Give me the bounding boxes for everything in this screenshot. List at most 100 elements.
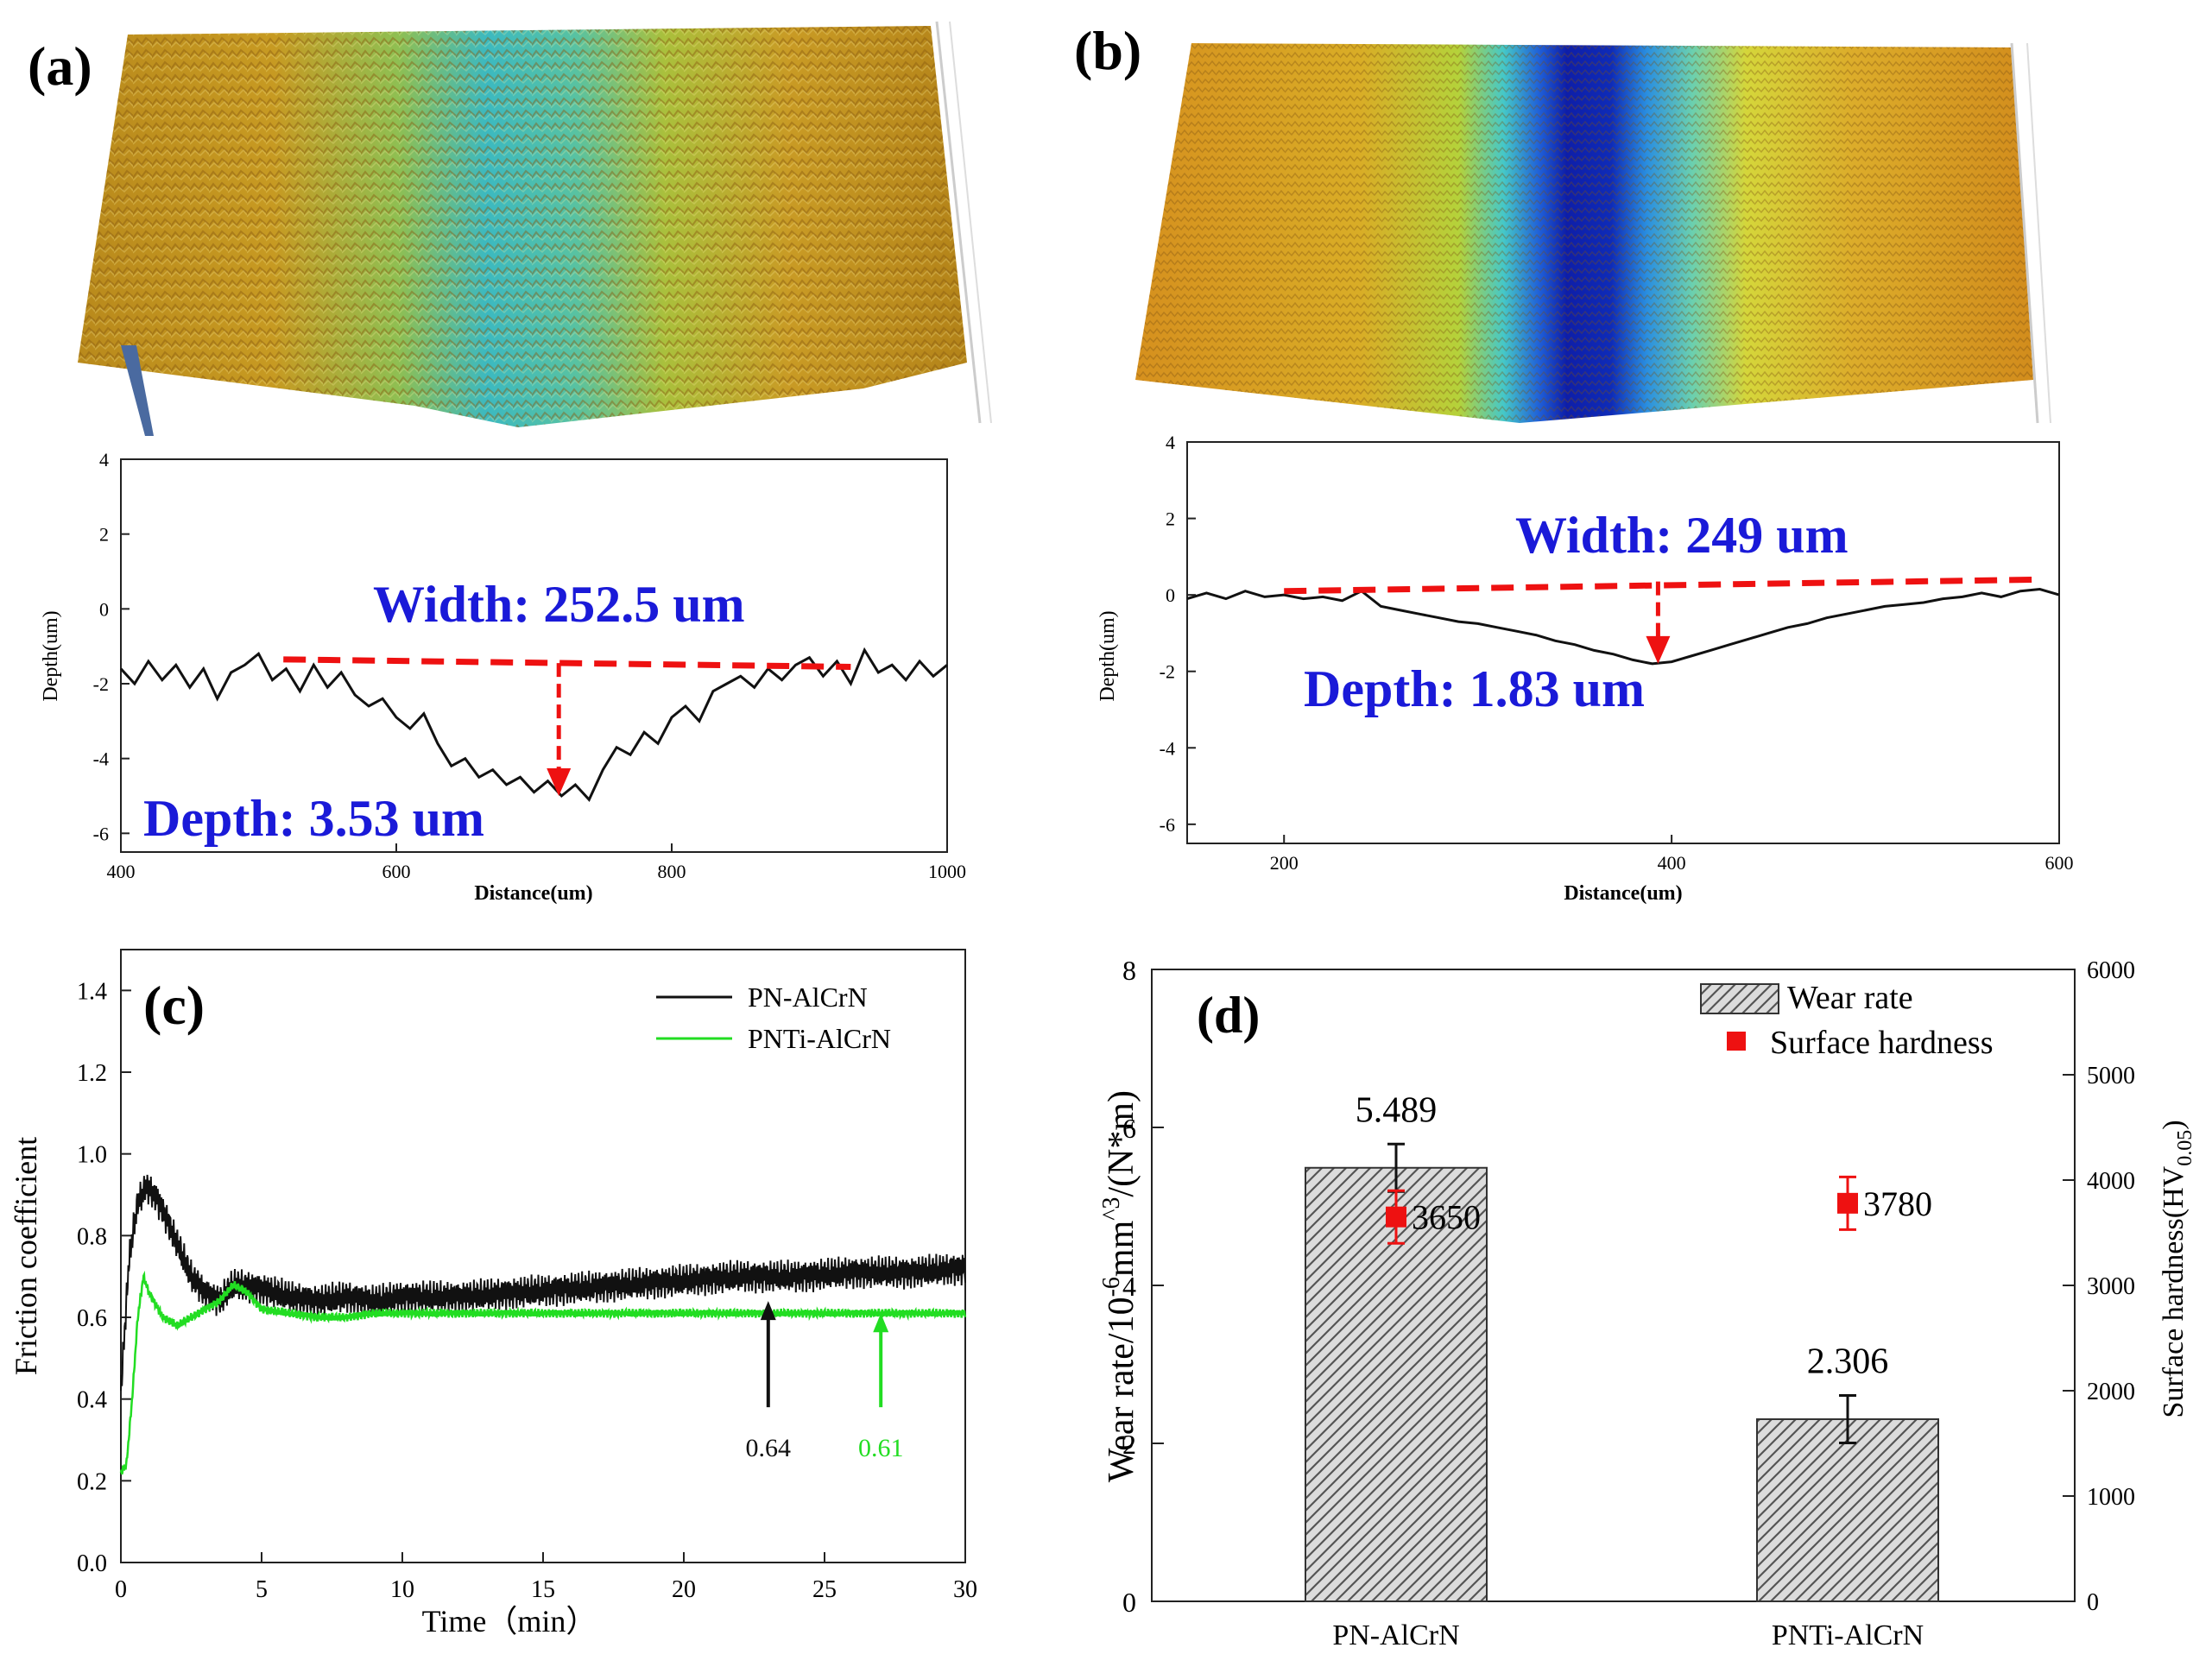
- left-y-label-mid: mm: [1102, 1220, 1141, 1277]
- a-xtick-label: 600: [382, 861, 411, 882]
- panel-a-x-label: Distance(um): [474, 882, 592, 905]
- d-right-ytick-label: 2000: [2087, 1379, 2135, 1405]
- panel-c-y-ticks: 0.0 0.2 0.4 0.6 0.8 1.0 1.2 1.4: [77, 978, 131, 1577]
- panel-a-width-dashline: [283, 656, 851, 670]
- panel-b-plot: 4 2 0 -2 -4 -6 200 400 600 Width: 249 um Depth:…: [1097, 432, 2074, 905]
- legend-label-surface-hardness: Surface hardness: [1770, 1025, 1994, 1061]
- b-ytick-label: -6: [1160, 814, 1175, 836]
- panel-b-depth-label: Depth: 1.83 um: [1304, 660, 1645, 717]
- c-annot-arrow-head: [760, 1301, 776, 1321]
- panel-a-plot: 420-2-4-6 400 600 800 1000 Width: 252.5 um …: [40, 449, 966, 905]
- d-left-ytick-label: 8: [1122, 955, 1136, 986]
- a-ytick-label: 2: [99, 524, 109, 546]
- panel-d: (d) 0 2 4 6 8 0 1000 2000 3000 4000 5000 6000 5.48…: [1098, 955, 2196, 1651]
- panel-a-label: (a): [28, 35, 92, 97]
- panel-b-plot-frame: [1186, 441, 2060, 844]
- c-ytick-label: 0.6: [77, 1305, 107, 1332]
- a-ytick-label: 4: [99, 449, 109, 470]
- legend-label-pn-alcrn: PN-AlCrN: [748, 982, 868, 1013]
- a-xtick-label: 400: [107, 861, 136, 882]
- legend-label-pnti-alcrn: PNTi-AlCrN: [748, 1023, 891, 1054]
- legend-swatch-wear-rate: [1700, 983, 1779, 1014]
- d-left-ytick-label: 2: [1122, 1429, 1136, 1460]
- d-point-hardness: [1837, 1192, 1858, 1214]
- panel-c-x-label: Time（min）: [422, 1604, 597, 1638]
- d-point-hardness: [1386, 1206, 1406, 1228]
- b-xtick-label: 600: [2045, 852, 2074, 874]
- d-left-ytick-label: 4: [1122, 1271, 1136, 1302]
- legend-swatch-surface-hardness: [1727, 1032, 1746, 1051]
- left-y-label-sup: -6: [1098, 1277, 1125, 1297]
- panel-a-plot-frame: [120, 458, 948, 853]
- c-annot-arrow-head: [873, 1313, 889, 1333]
- panel-d-right-y-label: Surface hardness(HV0.05): [2158, 1120, 2196, 1417]
- c-ytick-label: 1.2: [77, 1060, 107, 1087]
- c-xtick-label: 30: [953, 1576, 977, 1603]
- c-xtick-label: 10: [390, 1576, 414, 1603]
- panel-d-left-y-label: Wear rate/10-6mm^3/(N*m): [1098, 1090, 1141, 1482]
- c-xtick-label: 15: [531, 1576, 555, 1603]
- d-right-ytick-label: 6000: [2087, 957, 2135, 984]
- panel-d-bars: 5.489 2.306: [1305, 1090, 1939, 1602]
- d-right-ytick-label: 5000: [2087, 1063, 2135, 1089]
- panel-c-label: (c): [143, 975, 205, 1036]
- panel-b-width-label: Width: 249 um: [1515, 507, 1849, 564]
- c-annot-label: 0.64: [746, 1434, 792, 1462]
- left-y-label-part1: Wear rate/10: [1102, 1297, 1141, 1482]
- a-ytick-label: -4: [93, 748, 109, 770]
- a-ytick-label: -2: [93, 673, 109, 695]
- c-ytick-label: 0.0: [77, 1550, 107, 1577]
- right-y-label-sub: 0.05: [2174, 1130, 2196, 1166]
- d-bar-value-label: 5.489: [1356, 1090, 1438, 1130]
- panel-b-depth-arrowhead: [1646, 635, 1671, 664]
- c-ytick-label: 0.4: [77, 1387, 107, 1414]
- panel-d-right-y-ticks: 0 1000 2000 3000 4000 5000 6000: [2063, 957, 2135, 1616]
- panel-c-legend: PN-AlCrN PNTi-AlCrN: [656, 982, 891, 1054]
- d-point-value-label: 3650: [1412, 1198, 1481, 1237]
- a-xtick-label: 1000: [928, 861, 966, 882]
- panel-d-label: (d): [1197, 987, 1260, 1044]
- panel-a-depth-label: Depth: 3.53 um: [143, 790, 484, 847]
- d-bar-value-label: 2.306: [1807, 1342, 1889, 1382]
- b-xtick-label: 200: [1270, 852, 1299, 874]
- panel-d-legend: Wear rate Surface hardness: [1700, 980, 1994, 1061]
- panel-c-annotations: 0.64 0.61: [746, 1301, 904, 1462]
- panel-a-depth-profile: [119, 647, 948, 802]
- right-y-label-end: ): [2158, 1120, 2190, 1129]
- panel-a-y-label: Depth(um): [40, 610, 62, 701]
- d-xtick-label: PN-AlCrN: [1332, 1619, 1459, 1651]
- b-ytick-label: 2: [1166, 508, 1175, 530]
- d-right-ytick-label: 3000: [2087, 1273, 2135, 1300]
- panel-d-left-y-ticks: 0 2 4 6 8: [1122, 955, 1164, 1618]
- d-point-value-label: 3780: [1863, 1184, 1932, 1223]
- d-left-ytick-label: 0: [1122, 1587, 1136, 1618]
- a-ytick-label: 0: [99, 598, 109, 620]
- a-ytick-label: -6: [93, 823, 109, 844]
- c-annot-label: 0.61: [858, 1434, 904, 1462]
- b-ytick-label: 4: [1166, 432, 1175, 453]
- panel-d-x-ticks: PN-AlCrN PNTi-AlCrN: [1332, 1619, 1924, 1651]
- c-xtick-label: 20: [672, 1576, 696, 1603]
- panel-b-label: (b): [1074, 20, 1141, 81]
- b-ytick-label: -2: [1160, 661, 1175, 683]
- panel-c-y-label: Friction coefficient: [9, 1137, 43, 1375]
- right-y-label-part1: Surface hardness(HV: [2158, 1165, 2190, 1417]
- panel-b-width-dashline: [1284, 576, 2034, 595]
- d-xtick-label: PNTi-AlCrN: [1772, 1619, 1924, 1651]
- panel-c: (c) 0.0 0.2 0.4 0.6 0.8 1.0 1.2 1.4 0 5 10 15 20 25 3…: [9, 949, 977, 1638]
- panel-c-x-ticks: 0 5 10 15 20 25 30: [115, 1552, 977, 1603]
- panel-b-y-ticks: 4 2 0 -2 -4 -6: [1160, 432, 1196, 836]
- legend-label-wear-rate: Wear rate: [1787, 980, 1913, 1016]
- d-right-ytick-label: 1000: [2087, 1484, 2135, 1511]
- c-xtick-label: 5: [256, 1576, 268, 1603]
- left-y-label-sup2: ^3: [1098, 1197, 1125, 1221]
- b-ytick-label: -4: [1160, 737, 1175, 759]
- a-xtick-label: 800: [658, 861, 686, 882]
- panel-c-series-pn-alcrn: [120, 1174, 966, 1392]
- panel-a-surface-image: [78, 21, 992, 436]
- c-xtick-label: 25: [812, 1576, 837, 1603]
- panel-b: (b) 4 2 0 -2 -4 -6 200 400 600 Width: 249 um De…: [1074, 20, 2074, 905]
- panel-b-depth-profile: [1186, 587, 2060, 666]
- d-bar-pnti-alcrn: [1756, 1418, 1939, 1602]
